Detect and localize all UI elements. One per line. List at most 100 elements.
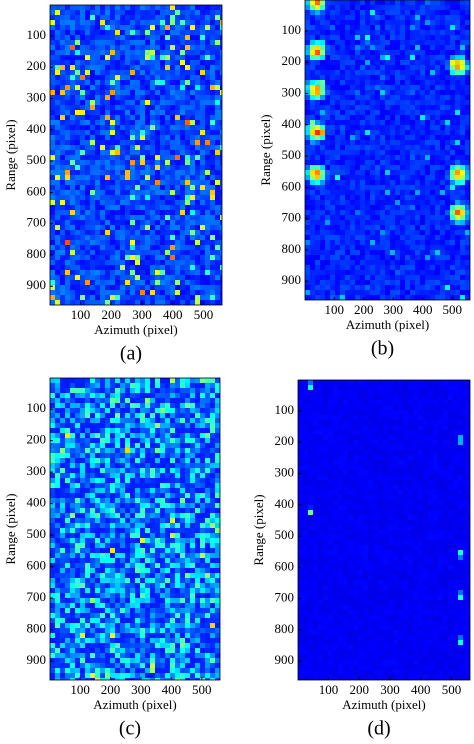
pixel	[55, 145, 60, 150]
pixel	[345, 270, 350, 275]
pixel	[350, 215, 355, 220]
pixel	[110, 215, 115, 220]
pixel	[145, 150, 150, 155]
pixel	[145, 120, 150, 125]
pixel	[90, 280, 95, 285]
pixel	[140, 40, 145, 45]
pixel	[215, 413, 220, 418]
pixel	[195, 30, 200, 35]
pixel	[440, 155, 445, 160]
pixel	[120, 90, 125, 95]
pixel	[85, 418, 90, 423]
pixel	[395, 15, 400, 20]
pixel	[175, 210, 180, 215]
pixel	[160, 300, 165, 305]
pixel	[75, 285, 80, 290]
pixel	[205, 393, 210, 398]
plot-frame	[49, 4, 223, 306]
pixel	[105, 15, 110, 20]
pixel	[155, 225, 160, 230]
pixel	[110, 245, 115, 250]
pixel	[160, 433, 165, 438]
pixel	[90, 483, 95, 488]
pixel	[65, 230, 70, 235]
pixel	[135, 285, 140, 290]
y-tick-label: 600	[282, 178, 302, 193]
pixel	[195, 65, 200, 70]
pixel	[150, 95, 155, 100]
pixel	[305, 205, 310, 210]
pixel	[320, 260, 325, 265]
pixel	[195, 200, 200, 205]
pixel	[430, 260, 435, 265]
pixel	[80, 210, 85, 215]
pixel	[465, 265, 470, 270]
pixel	[140, 398, 145, 403]
pixel	[335, 285, 340, 290]
pixel	[195, 115, 200, 120]
pixel	[330, 170, 335, 175]
pixel	[125, 270, 130, 275]
pixel	[420, 180, 425, 185]
pixel	[330, 50, 335, 55]
pixel	[305, 130, 310, 135]
pixel	[110, 130, 115, 135]
pixel	[200, 383, 205, 388]
pixel	[205, 100, 210, 105]
pixel	[420, 145, 425, 150]
caption: (b)	[371, 338, 394, 360]
pixel	[155, 70, 160, 75]
pixel	[190, 295, 195, 300]
pixel	[215, 478, 220, 483]
pixel	[65, 55, 70, 60]
pixel	[405, 135, 410, 140]
x-tick-label: 100	[324, 302, 344, 317]
pixel	[345, 290, 350, 295]
pixel	[460, 55, 465, 60]
pixel	[380, 200, 385, 205]
pixel	[405, 75, 410, 80]
pixel	[425, 100, 430, 105]
pixel	[425, 105, 430, 110]
pixel	[200, 70, 205, 75]
pixel	[180, 5, 185, 10]
pixel	[130, 25, 135, 30]
pixel	[420, 225, 425, 230]
pixel	[100, 185, 105, 190]
pixel	[50, 285, 55, 290]
pixel	[135, 260, 140, 265]
pixel	[410, 185, 415, 190]
pixel	[430, 265, 435, 270]
pixel	[375, 245, 380, 250]
pixel	[190, 285, 195, 290]
pixel	[70, 225, 75, 230]
pixel	[375, 30, 380, 35]
pixel	[115, 458, 120, 463]
pixel	[60, 80, 65, 85]
pixel	[220, 175, 222, 180]
pixel	[95, 10, 100, 15]
pixel	[200, 413, 205, 418]
pixel	[185, 95, 190, 100]
pixel	[95, 393, 100, 398]
pixel	[410, 210, 415, 215]
pixel	[190, 245, 195, 250]
pixel	[140, 190, 145, 195]
pixel	[455, 245, 460, 250]
pixel	[180, 393, 185, 398]
pixel	[75, 235, 80, 240]
pixel	[125, 125, 130, 130]
pixel	[125, 285, 130, 290]
pixel	[175, 408, 180, 413]
pixel	[210, 285, 215, 290]
pixel	[175, 473, 180, 478]
pixel	[215, 215, 220, 220]
pixel	[375, 65, 380, 70]
pixel	[95, 165, 100, 170]
pixel	[75, 300, 80, 305]
pixel	[160, 200, 165, 205]
pixel	[210, 80, 215, 85]
pixel	[210, 165, 215, 170]
pixel	[210, 398, 215, 403]
pixel	[125, 488, 130, 493]
